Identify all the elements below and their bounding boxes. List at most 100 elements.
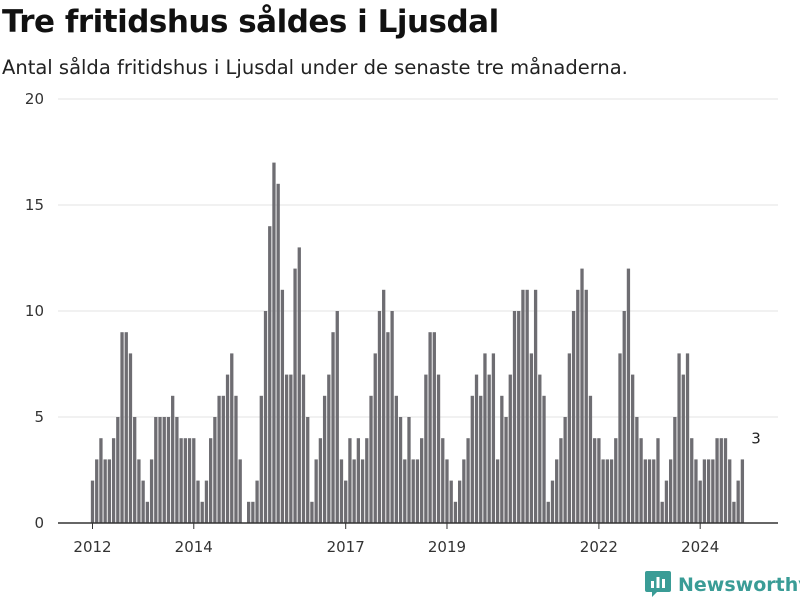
bar (462, 459, 466, 523)
bar (538, 374, 542, 523)
bar (276, 183, 280, 524)
bar (559, 438, 563, 523)
annotations: 3 (751, 429, 761, 447)
bar (495, 459, 500, 523)
bar (183, 438, 187, 523)
bar (445, 459, 449, 523)
bar (411, 459, 415, 523)
y-tick-label: 20 (25, 90, 44, 108)
bar (512, 311, 517, 523)
x-tick-label: 2012 (73, 538, 111, 556)
bar (711, 459, 715, 523)
x-tick-label: 2014 (175, 538, 213, 556)
bar (373, 353, 377, 523)
brand-name: Newsworthy (678, 574, 800, 596)
x-tick-label: 2024 (681, 538, 719, 556)
y-tick-label: 10 (25, 302, 44, 320)
bar (149, 459, 154, 523)
bar (107, 459, 112, 523)
bar (120, 332, 124, 523)
bar (715, 438, 719, 523)
bar (631, 374, 635, 523)
bar (209, 438, 213, 523)
bar (407, 417, 411, 523)
bar (398, 417, 403, 523)
bar (230, 353, 234, 523)
newsworthy-brand[interactable]: Newsworthy (644, 568, 800, 602)
bar (365, 438, 369, 523)
bar (504, 417, 508, 523)
bar (702, 459, 707, 523)
bar (352, 459, 356, 523)
bar (525, 289, 529, 523)
y-tick-label: 0 (34, 514, 44, 532)
bar (179, 438, 183, 523)
bar (390, 311, 394, 523)
newsworthy-logo-icon (644, 568, 672, 602)
x-tick-label: 2019 (428, 538, 466, 556)
bar (550, 480, 555, 523)
bar (301, 374, 306, 523)
bar (449, 480, 453, 523)
bar (470, 395, 474, 523)
bar (487, 374, 491, 523)
bar (673, 417, 677, 523)
bar (719, 438, 723, 523)
bar (382, 289, 386, 523)
bar (403, 459, 407, 523)
bar (508, 374, 512, 523)
x-axis: 2012 2014 2017 2019 2022 2024 (58, 522, 778, 556)
bar (685, 353, 690, 523)
y-tick-label: 5 (34, 408, 44, 426)
bar (196, 480, 200, 523)
bar (441, 438, 445, 523)
bar (204, 480, 209, 523)
bar (306, 417, 310, 523)
bar (555, 459, 559, 523)
bar (668, 459, 673, 523)
bar (192, 438, 196, 523)
bar (605, 459, 609, 523)
bar (272, 162, 276, 523)
bar (263, 311, 268, 523)
bar (533, 289, 538, 523)
bar (314, 459, 318, 523)
bar (145, 501, 150, 523)
bar (310, 501, 314, 523)
bar (137, 459, 141, 523)
bar (99, 438, 103, 523)
bar-chart: 0 5 10 15 20 2012 2014 2017 2019 2022 2024 3 (25, 90, 778, 556)
bar (428, 332, 432, 523)
bar (580, 268, 584, 523)
bar (415, 459, 420, 523)
bar (225, 374, 230, 523)
bar (327, 374, 331, 523)
bar (622, 311, 626, 523)
bar (681, 374, 685, 523)
bar (297, 247, 301, 523)
bar (322, 395, 327, 523)
bar (293, 268, 297, 523)
bar (111, 438, 116, 523)
bar (491, 353, 496, 523)
bar (740, 459, 745, 523)
bar (95, 459, 99, 523)
chart-title: Tre fritidshus såldes i Ljusdal (2, 4, 499, 40)
bar (369, 395, 373, 523)
bar (158, 417, 162, 523)
bar (571, 311, 576, 523)
gridlines (58, 98, 778, 418)
bar (694, 459, 698, 523)
bar (584, 289, 588, 523)
bar (479, 395, 483, 523)
bar (521, 289, 525, 523)
bar (736, 480, 740, 523)
bar (221, 395, 225, 523)
bar (457, 480, 462, 523)
bar (576, 289, 580, 523)
y-tick-label: 15 (25, 196, 44, 214)
bar (234, 395, 238, 523)
bar (284, 374, 289, 523)
bar (601, 459, 605, 523)
bar (618, 353, 622, 523)
